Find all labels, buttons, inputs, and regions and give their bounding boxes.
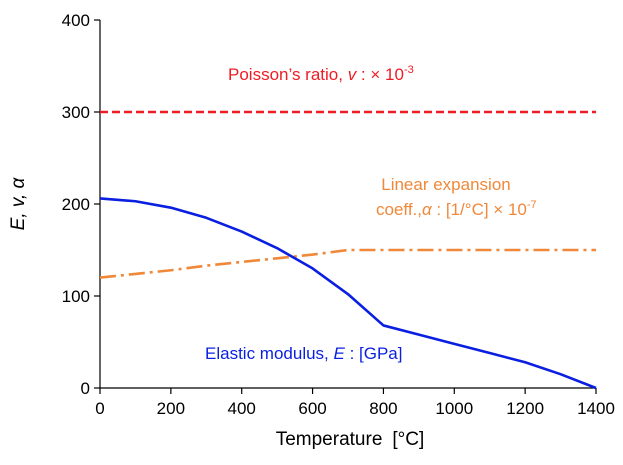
x-tick-label: 400 <box>228 399 256 418</box>
y-axis-label: E, v, α <box>8 176 29 230</box>
y-tick-label: 100 <box>62 287 90 306</box>
expansion-annotation-var: α <box>422 200 433 219</box>
modulus-annotation-suffix: : [GPa] <box>345 344 403 363</box>
series-layer <box>99 110 597 390</box>
expansion-annotation-line2: coeff.,α : [1/°C] × 10-7 <box>376 199 537 219</box>
linear-expansion-line <box>99 248 596 279</box>
x-axis-label-text: Temperature <box>276 429 383 450</box>
x-ticks: 0 200 400 600 800 1000 1200 1400 <box>95 388 615 418</box>
y-tick-label: 0 <box>81 379 90 398</box>
poisson-annotation-var: v <box>348 65 358 84</box>
elastic-modulus-line <box>99 197 597 390</box>
poisson-annotation: Poisson’s ratio, v : × 10-3 <box>228 64 414 84</box>
expansion-annotation-suffix: : [1/°C] × 10 <box>432 200 527 219</box>
x-tick-label: 1200 <box>506 399 544 418</box>
x-axis-label: Temperature [°C] <box>276 429 425 450</box>
poisson-annotation-suffix: : × 10 <box>356 65 404 84</box>
x-tick-label: 800 <box>369 399 397 418</box>
x-tick-label: 200 <box>157 399 185 418</box>
x-tick-label: 1000 <box>435 399 473 418</box>
modulus-annotation-text: Elastic modulus, <box>205 344 334 363</box>
x-axis-label-unit: [°C] <box>392 429 424 450</box>
x-tick-label: 0 <box>95 399 104 418</box>
y-tick-label: 200 <box>62 195 90 214</box>
y-ticks: 0 100 200 300 400 <box>62 11 100 398</box>
expansion-annotation-text: coeff., <box>376 200 422 219</box>
x-tick-label: 1400 <box>577 399 615 418</box>
expansion-annotation-line1: Linear expansion <box>381 175 510 194</box>
poisson-annotation-text: Poisson’s ratio, <box>228 65 348 84</box>
expansion-annotation-exp: -7 <box>527 199 537 211</box>
modulus-annotation: Elastic modulus, E : [GPa] <box>205 344 402 363</box>
poisson-annotation-exp: -3 <box>404 64 414 76</box>
modulus-annotation-var: E <box>334 344 346 363</box>
y-tick-label: 300 <box>62 103 90 122</box>
y-tick-label: 400 <box>62 11 90 30</box>
x-tick-label: 600 <box>298 399 326 418</box>
